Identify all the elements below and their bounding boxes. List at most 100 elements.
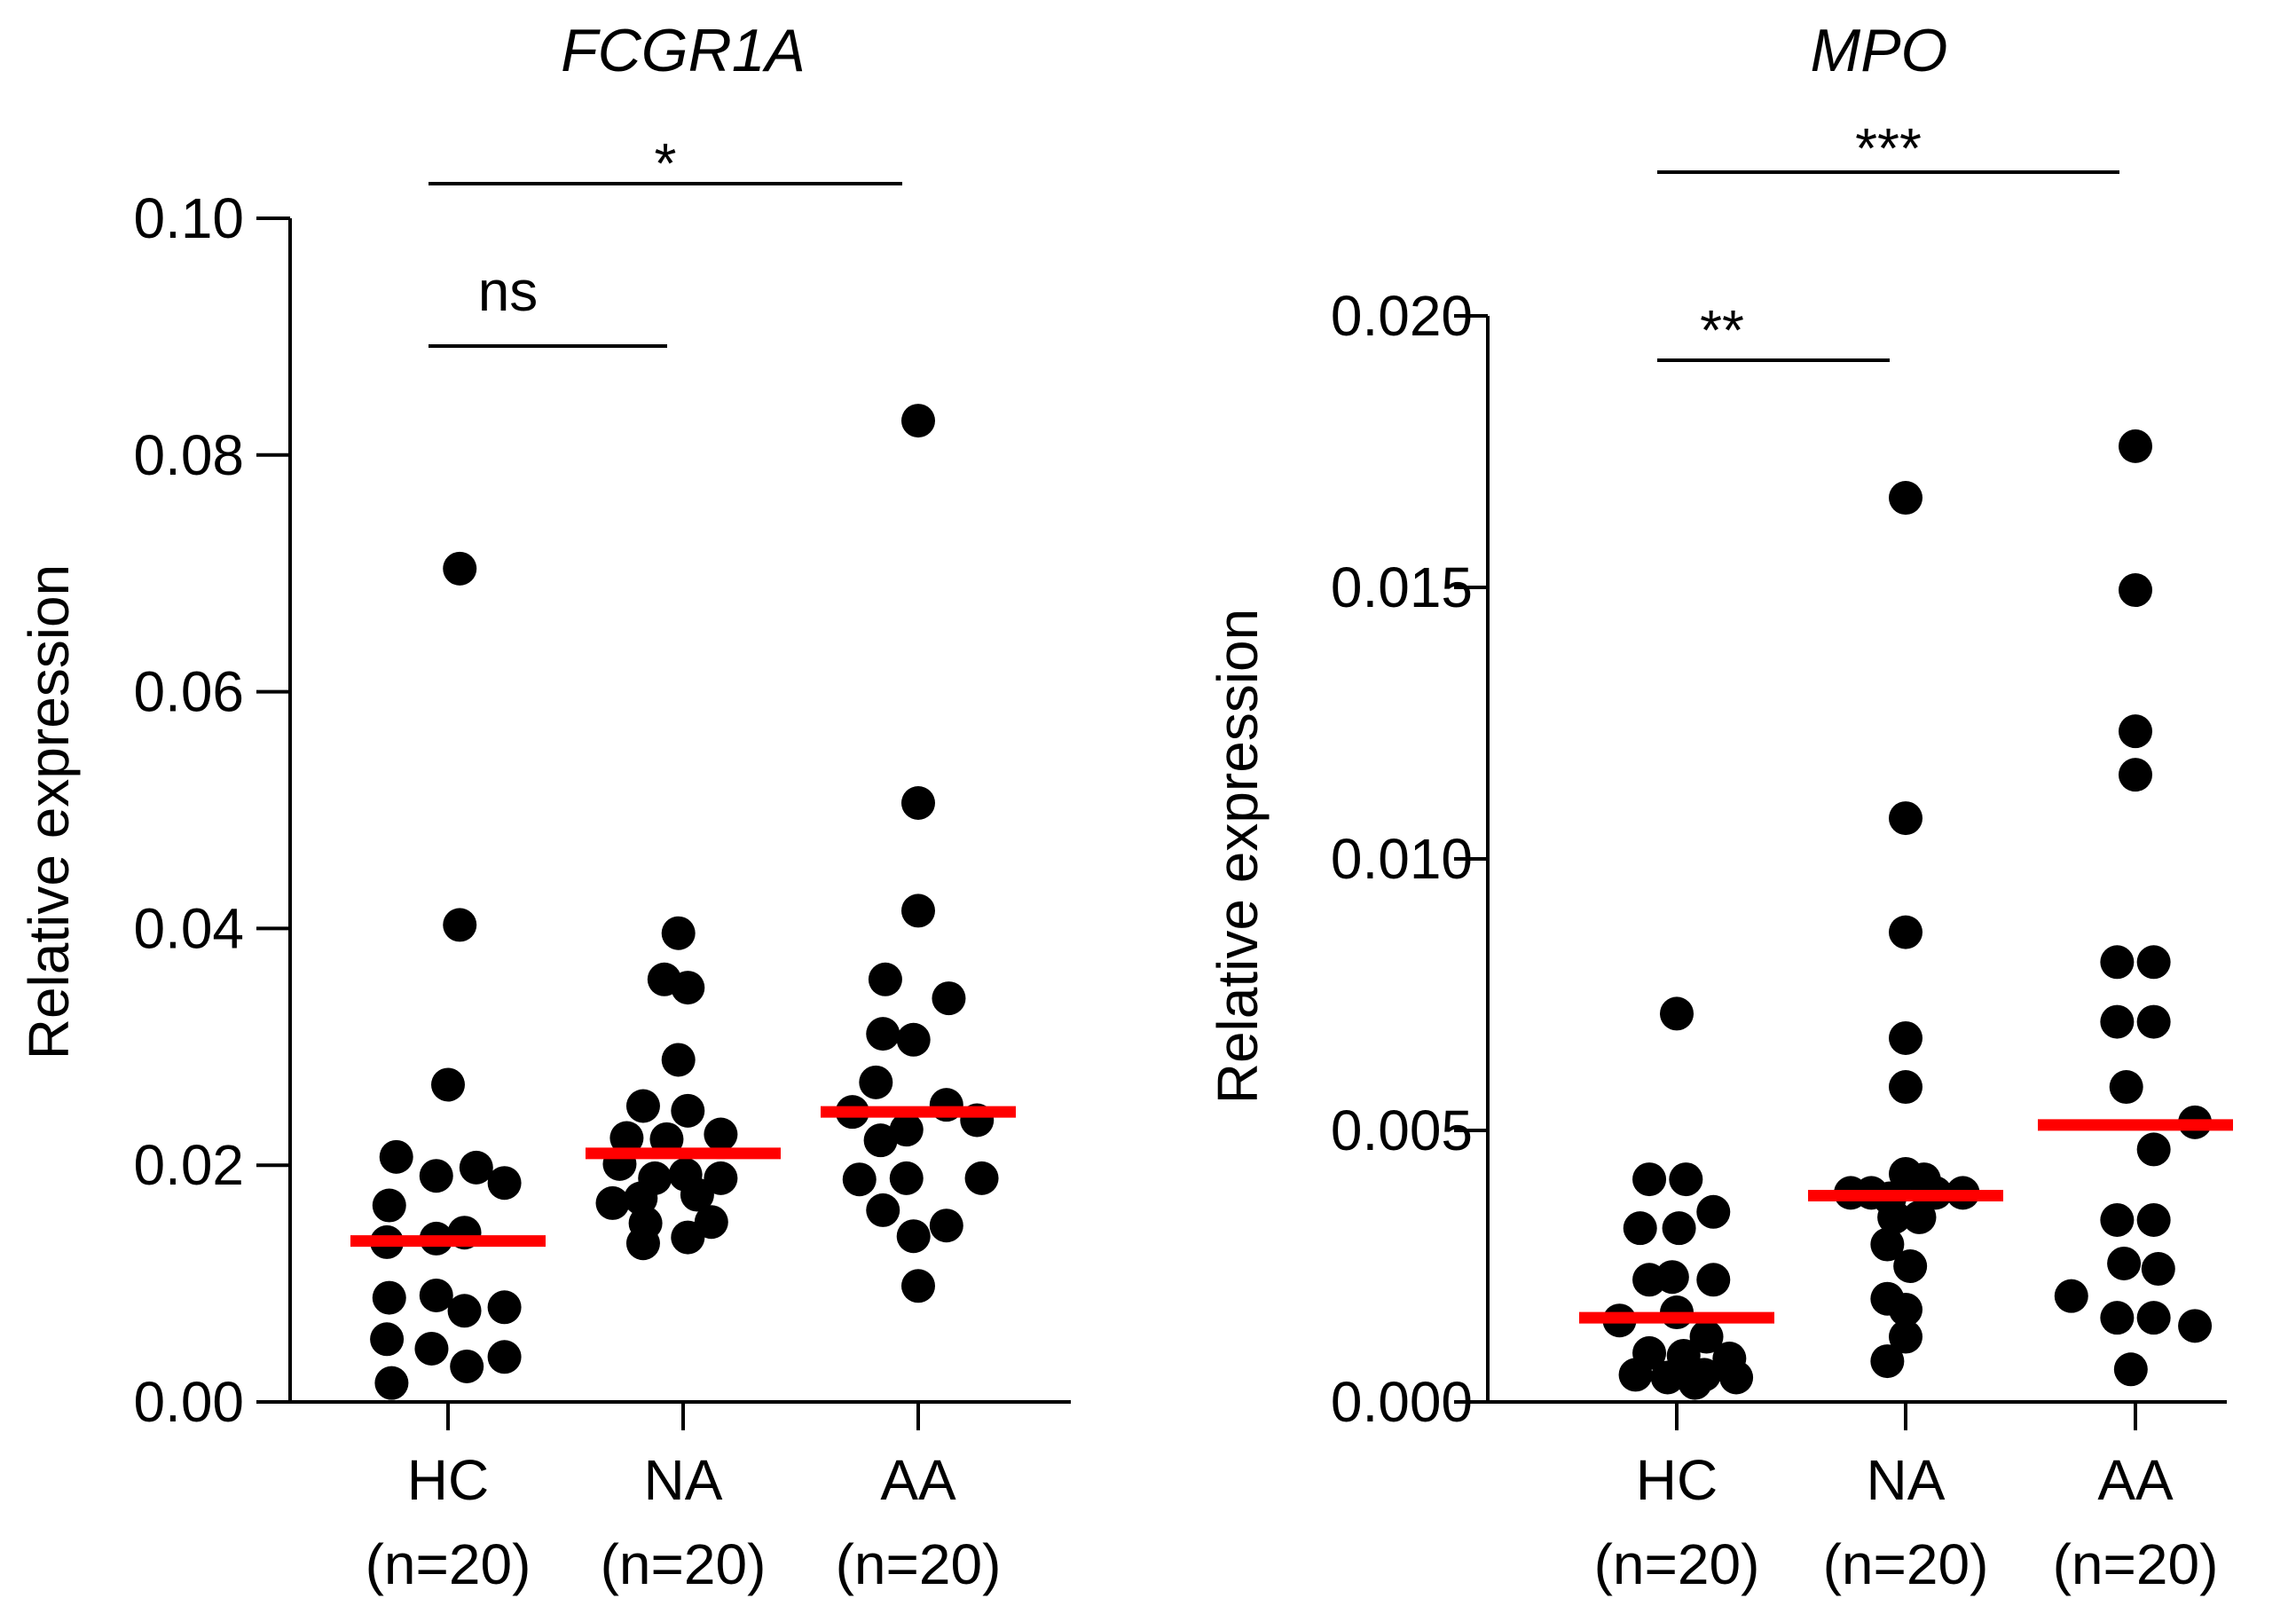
- x-tick-label: NA: [644, 1448, 723, 1512]
- y-tick-label: 0.02: [133, 1133, 244, 1197]
- y-tick-label: 0.010: [1331, 827, 1473, 891]
- y-axis-title: Relative expression: [1206, 609, 1270, 1105]
- x-tick-sublabel: (n=20): [1594, 1532, 1760, 1596]
- data-point: [1696, 1263, 1731, 1297]
- x-tick-label: NA: [1867, 1448, 1946, 1512]
- data-point: [1889, 1292, 1923, 1327]
- data-point: [896, 1219, 931, 1254]
- data-point: [842, 1162, 877, 1197]
- y-tick-label: 0.08: [133, 423, 244, 487]
- data-point: [859, 1065, 893, 1099]
- y-tick-label: 0.10: [133, 186, 244, 250]
- data-point: [2100, 1004, 2135, 1039]
- data-point: [704, 1161, 738, 1195]
- data-point: [2100, 945, 2135, 980]
- data-point: [625, 1089, 660, 1123]
- data-point: [447, 1294, 482, 1328]
- data-point: [450, 1349, 484, 1383]
- data-point: [372, 1188, 406, 1223]
- data-point: [929, 1209, 963, 1243]
- data-point: [1618, 1358, 1653, 1392]
- data-point: [2107, 1246, 2142, 1280]
- data-point: [2136, 1301, 2171, 1335]
- data-point: [2119, 573, 2152, 608]
- x-tick-sublabel: (n=20): [1823, 1532, 1989, 1596]
- x-tick-label: AA: [880, 1448, 956, 1512]
- data-point: [1889, 801, 1923, 836]
- data-point: [866, 1193, 900, 1227]
- data-point: [866, 1017, 900, 1051]
- data-point: [901, 894, 935, 928]
- x-tick-label: HC: [407, 1448, 489, 1512]
- data-point: [431, 1067, 465, 1102]
- data-point: [661, 916, 696, 950]
- x-tick-label: AA: [2097, 1448, 2174, 1512]
- data-point: [2136, 1004, 2171, 1039]
- data-point: [680, 1177, 714, 1212]
- data-point: [1632, 1162, 1667, 1197]
- data-point: [379, 1139, 413, 1174]
- y-tick-label: 0.000: [1331, 1370, 1473, 1434]
- data-point: [595, 1185, 630, 1220]
- data-point: [2100, 1202, 2135, 1237]
- data-point: [414, 1331, 449, 1366]
- x-tick-sublabel: (n=20): [601, 1532, 767, 1596]
- chart-title: FCGR1A: [561, 17, 806, 84]
- chart-title: MPO: [1811, 17, 1948, 84]
- data-point: [609, 1121, 644, 1155]
- y-tick-label: 0.04: [133, 896, 244, 960]
- data-point: [1662, 1211, 1696, 1246]
- significance-label: *: [655, 131, 677, 195]
- data-point: [2113, 1352, 2148, 1387]
- data-point: [889, 1161, 924, 1195]
- data-point: [2119, 714, 2152, 749]
- data-point: [1889, 1020, 1923, 1055]
- data-point: [2136, 1132, 2171, 1167]
- y-tick-label: 0.00: [133, 1370, 244, 1434]
- data-point: [459, 1150, 493, 1185]
- data-point: [901, 785, 935, 820]
- data-point: [1877, 1200, 1912, 1234]
- data-point: [2141, 1252, 2175, 1287]
- panel-mpo: 0.000 0.005 0.010 0.015 0.020 HC (n=20) NA (n=20…: [1206, 17, 2233, 1596]
- data-point: [1719, 1360, 1754, 1395]
- data-point: [487, 1166, 522, 1201]
- y-tick-label: 0.005: [1331, 1098, 1473, 1162]
- data-point: [671, 1220, 705, 1255]
- data-point: [374, 1366, 409, 1400]
- data-point: [1889, 1070, 1923, 1105]
- data-point: [1678, 1366, 1712, 1400]
- data-point: [1893, 1249, 1928, 1283]
- data-point: [443, 908, 477, 942]
- significance-label: ns: [478, 259, 539, 323]
- y-tick-label: 0.015: [1331, 555, 1473, 619]
- data-point: [1870, 1227, 1905, 1262]
- data-point: [932, 981, 966, 1016]
- data-point: [863, 1123, 898, 1158]
- data-point: [649, 1122, 684, 1156]
- data-point: [2109, 1070, 2143, 1105]
- data-point: [487, 1340, 522, 1374]
- significance-label: **: [1700, 298, 1744, 362]
- data-point: [1689, 1319, 1724, 1354]
- data-point: [704, 1117, 738, 1152]
- data-point: [2054, 1279, 2088, 1313]
- data-point: [1870, 1344, 1905, 1379]
- data-point: [487, 1290, 522, 1325]
- data-point: [1902, 1200, 1937, 1234]
- data-point: [889, 1113, 924, 1147]
- data-point: [1655, 1260, 1689, 1295]
- x-tick-sublabel: (n=20): [836, 1532, 1002, 1596]
- data-point: [671, 971, 705, 1005]
- data-point: [1660, 996, 1694, 1031]
- data-point: [901, 404, 935, 438]
- data-point: [1623, 1211, 1657, 1246]
- data-point: [625, 1226, 660, 1261]
- data-point: [1650, 1360, 1685, 1395]
- significance-label: ***: [1855, 116, 1922, 180]
- data-point: [671, 1093, 705, 1128]
- data-point: [2136, 1202, 2171, 1237]
- y-tick-label: 0.06: [133, 660, 244, 724]
- data-point: [1669, 1162, 1703, 1197]
